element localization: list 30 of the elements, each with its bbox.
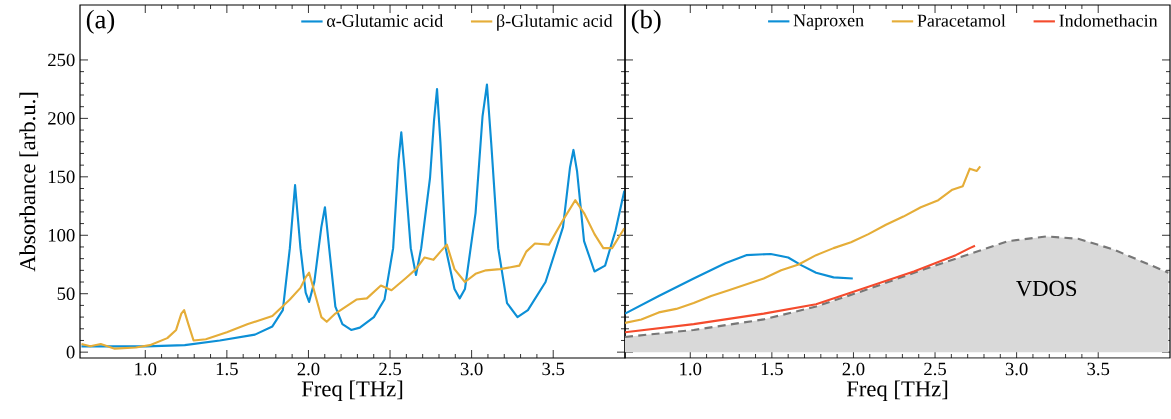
x-tick-label: 1.5 <box>216 362 238 376</box>
x-tick-label: 1.0 <box>680 362 702 376</box>
x-tick-label: 3.0 <box>1005 362 1028 376</box>
x-tick-label: 3.5 <box>542 362 565 376</box>
x-tick-label: 3.5 <box>1087 362 1110 376</box>
y-axis-title: Absorbance [arb.u.] <box>19 92 39 272</box>
legend-label: Indomethacin <box>1059 14 1158 27</box>
x-tick-label: 2.5 <box>924 362 946 376</box>
x-tick-label: 1.5 <box>761 362 783 376</box>
x-axis-title: Freq [THz] <box>301 380 403 402</box>
legend-label: Naproxen <box>793 14 864 31</box>
x-tick-label: 2.0 <box>842 362 865 376</box>
y-tick-label: 250 <box>48 53 75 67</box>
x-tick-label: 3.0 <box>460 362 483 376</box>
x-axis-title: Freq [THz] <box>846 380 948 402</box>
legend-label: β-Glutamic acid <box>497 14 613 31</box>
x-tick-label: 2.0 <box>297 362 320 376</box>
x-tick-label: 2.5 <box>379 362 401 376</box>
x-tick-label: 1.0 <box>135 362 157 376</box>
y-tick-label: 0 <box>66 345 75 359</box>
line-series <box>80 199 626 350</box>
y-tick-label: 150 <box>48 170 75 184</box>
y-tick-label: 100 <box>48 228 75 242</box>
chart-title: (b) <box>631 9 661 34</box>
y-tick-label: 200 <box>48 112 75 125</box>
legend-label: Paracetamol <box>917 14 1006 27</box>
y-tick-label: 50 <box>57 287 75 301</box>
chart-title: (a) <box>86 9 115 34</box>
legend-label: α-Glutamic acid <box>327 14 443 27</box>
series-label: VDOS <box>1016 280 1077 297</box>
